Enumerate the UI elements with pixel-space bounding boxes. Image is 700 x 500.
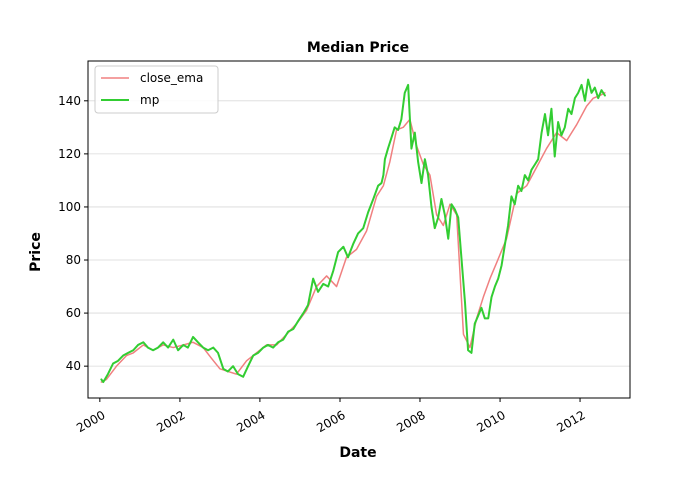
y-tick-label: 140 [58, 94, 81, 108]
y-tick-label: 80 [66, 253, 81, 267]
y-axis-label: Price [28, 232, 44, 272]
legend-label-close-ema: close_ema [140, 71, 203, 85]
series-layer [100, 78, 606, 384]
legend-label-mp: mp [140, 93, 159, 107]
y-tick-label: 40 [66, 359, 81, 373]
y-tick-label: 120 [58, 147, 81, 161]
chart-title: Median Price [307, 40, 409, 56]
grid-lines [88, 100, 630, 367]
series-line-mp [100, 78, 606, 384]
legend: close_ema mp [94, 65, 219, 114]
y-tick-label: 100 [58, 200, 81, 214]
y-axis: 40 60 80 100 120 140 [58, 94, 88, 373]
plot-frame [87, 60, 631, 399]
y-tick-label: 60 [66, 306, 81, 320]
x-axis-label: Date [339, 445, 376, 461]
series-line-close-ema [100, 92, 606, 383]
